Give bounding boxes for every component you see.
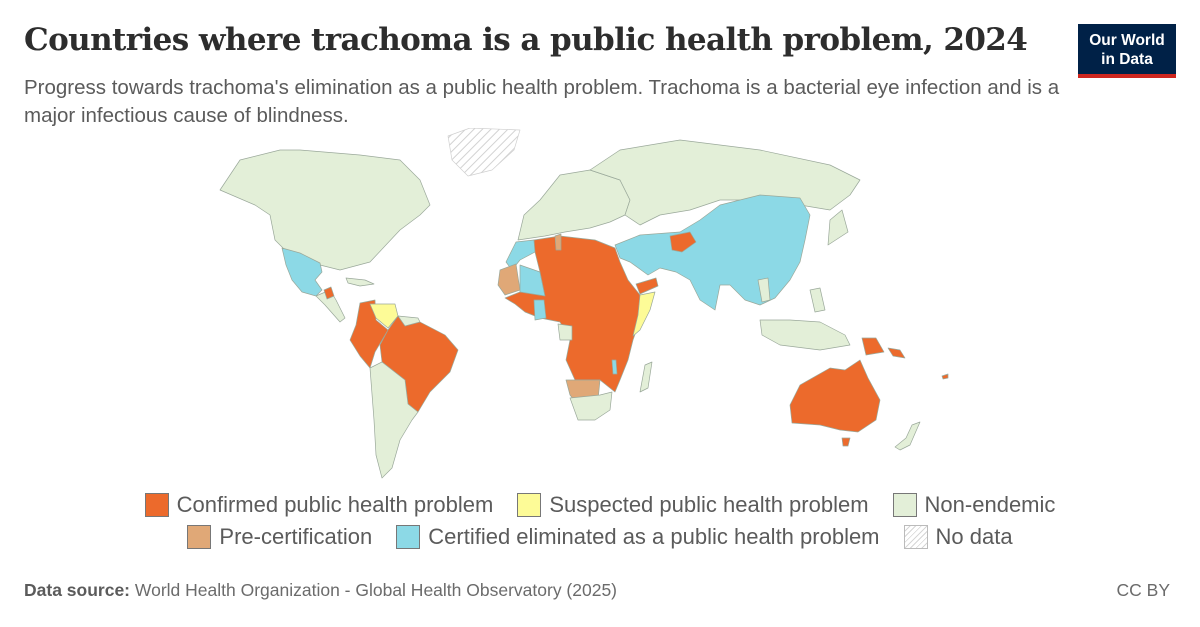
chart-subtitle: Progress towards trachoma's elimination … <box>24 76 1060 127</box>
legend-label: No data <box>935 524 1013 549</box>
region-guatemala <box>323 286 335 300</box>
confirmed-swatch-icon <box>144 493 169 517</box>
region-tunisia <box>554 233 562 251</box>
region-thailand <box>757 277 771 303</box>
region-tasmania <box>841 437 851 447</box>
legend-item-certified[interactable]: Certified eliminated as a public health … <box>396 524 880 550</box>
region-somalia <box>632 291 656 337</box>
logo-line-2: in Data <box>1101 51 1153 68</box>
non-endemic-swatch-icon <box>892 493 917 517</box>
region-philippines <box>809 287 826 313</box>
region-japan <box>827 209 849 246</box>
region-ghana-togo <box>533 299 547 321</box>
pre-certification-swatch-icon <box>187 525 212 549</box>
region-caribbean <box>345 277 375 287</box>
legend-item-confirmed[interactable]: Confirmed public health problem <box>144 492 494 518</box>
legend-label: Certified eliminated as a public health … <box>428 524 880 549</box>
owid-logo[interactable]: Our World in Data <box>1078 24 1176 78</box>
certified-swatch-icon <box>396 525 421 549</box>
legend-label: Suspected public health problem <box>549 492 869 517</box>
region-south-africa <box>569 391 613 421</box>
data-source-text[interactable]: World Health Organization - Global Healt… <box>134 580 618 600</box>
logo-line-1: Our World <box>1089 32 1165 49</box>
legend-label: Confirmed public health problem <box>176 492 494 517</box>
legend-item-no-data[interactable]: No data <box>903 524 1013 550</box>
legend-item-suspected[interactable]: Suspected public health problem <box>517 492 869 518</box>
legend-row-1: Confirmed public health problem Suspecte… <box>0 489 1200 521</box>
license-link[interactable]: CC BY <box>1116 580 1170 600</box>
region-greenland <box>447 128 521 177</box>
region-afghanistan <box>669 231 697 253</box>
region-indonesia <box>759 319 851 351</box>
region-malawi <box>611 359 618 375</box>
legend-label: Pre-certification <box>219 524 373 549</box>
legend-item-non-endemic[interactable]: Non-endemic <box>892 492 1056 518</box>
region-south-cone <box>369 361 419 479</box>
legend-row-2: Pre-certification Certified eliminated a… <box>0 521 1200 553</box>
region-guianas <box>397 315 421 327</box>
region-europe <box>517 169 631 241</box>
map-legend: Confirmed public health problem Suspecte… <box>0 489 1200 553</box>
region-fiji <box>941 373 949 380</box>
data-source-label: Data source: <box>24 580 131 600</box>
region-venezuela <box>369 303 399 329</box>
region-gabon-congo <box>557 323 573 341</box>
world-map[interactable] <box>200 128 1000 483</box>
legend-item-pre-certification[interactable]: Pre-certification <box>187 524 372 550</box>
region-new-zealand <box>894 421 921 451</box>
chart-title: Countries where trachoma is a public hea… <box>24 22 1028 58</box>
region-mauritania <box>497 263 521 296</box>
region-australia <box>789 359 881 433</box>
no-data-swatch-icon <box>903 525 928 549</box>
region-pacific-islands <box>887 347 906 359</box>
data-source: Data source: World Health Organization -… <box>24 580 617 601</box>
region-mexico <box>281 247 323 297</box>
region-madagascar <box>639 361 653 393</box>
region-png <box>861 337 885 356</box>
region-yemen <box>635 277 659 295</box>
suspected-swatch-icon <box>517 493 542 517</box>
region-north-america <box>219 149 431 271</box>
legend-label: Non-endemic <box>924 492 1056 517</box>
